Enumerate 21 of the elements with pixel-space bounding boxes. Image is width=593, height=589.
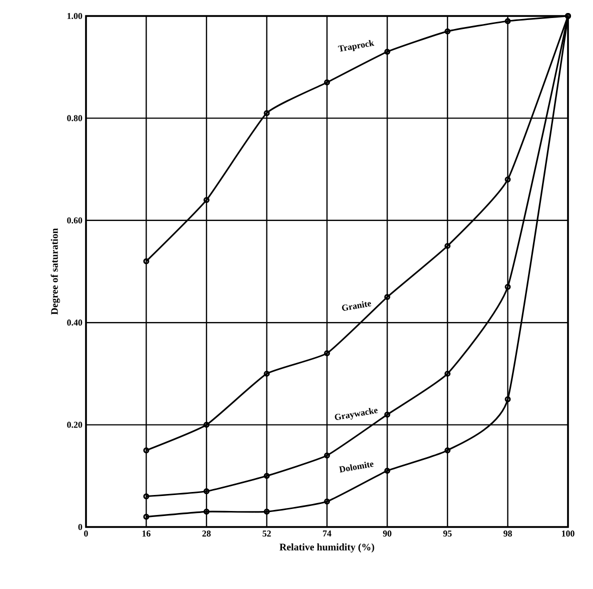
x-tick-label: 0 bbox=[84, 530, 88, 537]
x-tick-label: 100 bbox=[562, 530, 574, 537]
y-axis-title: Degree of saturation bbox=[50, 228, 60, 315]
x-tick-label: 16 bbox=[142, 530, 150, 537]
x-axis-title: Relative humidity (%) bbox=[280, 543, 374, 552]
text: Traprock bbox=[338, 40, 374, 52]
x-tick-label: 98 bbox=[504, 530, 512, 537]
y-tick-label: 0 bbox=[78, 524, 82, 530]
x-tick-label: 74 bbox=[323, 530, 332, 536]
x-tick-label: 95 bbox=[443, 530, 452, 537]
x-tick-label: 28 bbox=[202, 530, 211, 537]
y-tick-label: 0.40 bbox=[67, 320, 82, 326]
text: Granite bbox=[342, 301, 372, 311]
y-tick-label: 1.00 bbox=[68, 12, 82, 20]
text: Graywacke bbox=[334, 408, 378, 420]
y-tick-label: 0.80 bbox=[67, 115, 82, 122]
y-tick-label: 0.20 bbox=[67, 422, 82, 428]
text: Dolomite bbox=[338, 462, 374, 473]
x-tick-label: 90 bbox=[383, 530, 392, 537]
x-tick-label: 52 bbox=[262, 530, 271, 537]
y-tick-label: 0.60 bbox=[67, 217, 82, 224]
